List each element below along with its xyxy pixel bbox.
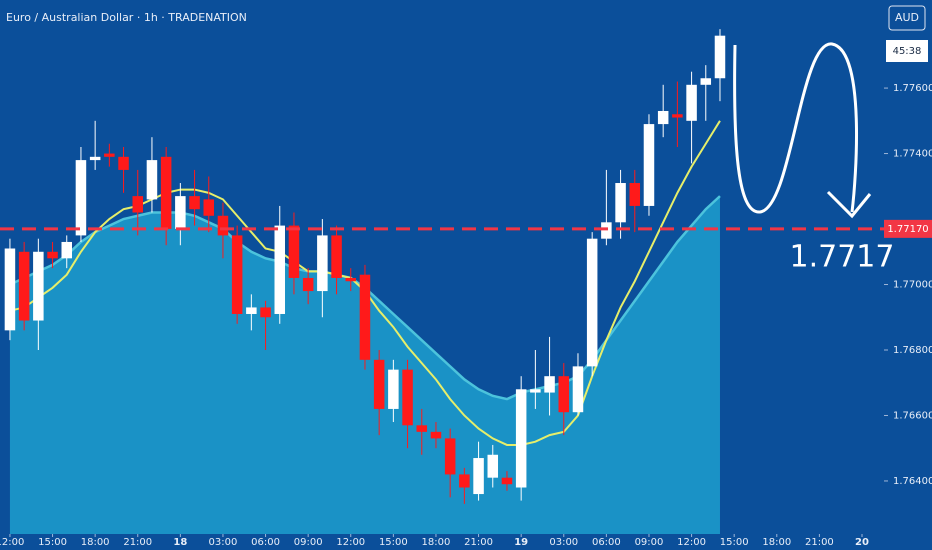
x-tick-label: 06:00 [592,537,621,548]
candle-body [246,307,257,314]
x-tick-label: 21:00 [464,537,493,548]
candle-body [572,366,584,413]
candle-body [288,225,300,278]
candle-body [487,454,499,478]
candle-body [544,376,555,393]
candle-body [530,389,541,393]
candle-body [47,251,58,259]
candle-body [444,438,456,475]
candle-body [231,235,243,314]
candle-body [388,369,399,409]
x-tick-label: 03:00 [549,537,578,548]
candle-body [672,114,683,118]
candle-body [260,307,271,318]
candle-body [203,199,215,216]
candle-body [686,84,697,121]
x-tick-label: 09:00 [294,537,323,548]
x-tick-label: 18:00 [422,537,451,548]
x-tick-label: 15:00 [379,537,408,548]
arrow-head [826,190,872,219]
candle-body [359,274,371,360]
candle-body [189,196,200,210]
x-tick-label: 06:00 [251,537,280,548]
currency: AUD [895,11,919,24]
candle-body [586,238,598,367]
candle-body [302,277,314,292]
candle-body [175,196,186,229]
candle-body [515,389,527,488]
candle-body [317,235,328,292]
x-tick-label: 19 [514,537,528,548]
candle-body [4,248,16,331]
candle-body [104,153,115,157]
y-tick-label: 1.76600 [893,410,932,421]
x-tick-label: 12:00 [677,537,706,548]
x-tick-label: 12:00 [336,537,365,548]
x-tick-label: 15:00 [720,537,749,548]
x-tick-label: 03:00 [209,537,238,548]
candle-body [402,369,413,426]
candle-body [33,251,44,321]
drawn-arrow [733,42,858,214]
candle-body [75,160,87,236]
candle-body [473,458,484,495]
y-tick-label: 1.77600 [893,83,932,94]
candle-body [430,431,442,439]
chart-title: Euro / Australian Dollar · 1h · TRADENAT… [6,11,247,24]
x-tick-label: 21:00 [123,537,152,548]
candle-body [345,277,357,282]
candle-body [459,474,470,488]
candle-body [416,425,428,432]
level-label: 1.77170 [887,224,928,235]
x-tick-label: 18:00 [762,537,791,548]
x-tick-label: 09:00 [635,537,664,548]
candle-body [657,110,669,125]
x-tick-label: 20 [855,537,869,548]
candle-body [61,241,72,259]
x-tick-label: 21:00 [805,537,834,548]
countdown: 45:38 [893,46,922,57]
candle-body [615,183,626,223]
y-tick-label: 1.77400 [893,149,932,160]
y-tick-label: 1.76800 [893,345,932,356]
plot: 1.76400 1.76600 1.76800 1.77000 1.77400 1.776… [0,29,932,548]
candle-body [643,124,655,206]
candle-body [629,183,641,206]
candle-body [714,35,726,79]
candle-body [132,196,144,213]
candle-body [558,376,570,413]
candle-body [18,251,30,321]
candle-body [501,477,513,485]
candle-body [274,225,286,314]
candle-body [146,160,158,200]
candle-body [118,156,129,170]
annotation: 1.7717 [790,239,895,274]
candle-body [217,215,229,236]
currency-box [888,5,926,31]
level-label-box [884,219,932,238]
y-tick-label: 1.77000 [893,280,932,291]
candle-body [700,78,712,85]
y-tick-label: 1.76400 [893,476,932,487]
x-tick-label: 12:00 [0,537,24,548]
candle-body [373,359,385,409]
countdown-box [886,40,928,62]
candle-body [160,156,172,229]
x-tick-label: 18 [173,537,187,548]
candle-body [331,235,342,278]
x-tick-label: 15:00 [38,537,67,548]
candle-body [601,222,612,239]
candle-body [89,156,101,161]
x-tick-label: 18:00 [81,537,110,548]
